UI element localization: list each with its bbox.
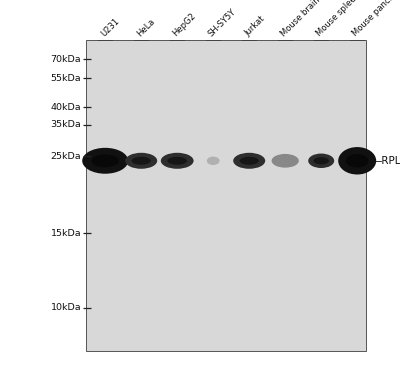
- Text: 35kDa: 35kDa: [50, 120, 81, 130]
- Text: HepG2: HepG2: [171, 11, 198, 38]
- Ellipse shape: [240, 157, 259, 165]
- Text: HeLa: HeLa: [135, 17, 156, 38]
- Ellipse shape: [272, 154, 299, 168]
- Text: Mouse brain: Mouse brain: [279, 0, 322, 38]
- Text: 40kDa: 40kDa: [50, 103, 81, 112]
- Ellipse shape: [346, 154, 369, 168]
- Text: 70kDa: 70kDa: [50, 54, 81, 64]
- Text: Jurkat: Jurkat: [243, 14, 266, 38]
- Ellipse shape: [125, 153, 157, 169]
- Text: U231: U231: [99, 16, 121, 38]
- Ellipse shape: [308, 154, 334, 168]
- Text: 55kDa: 55kDa: [50, 74, 81, 83]
- Ellipse shape: [82, 148, 128, 174]
- Text: 25kDa: 25kDa: [50, 152, 81, 161]
- Ellipse shape: [132, 157, 151, 165]
- Ellipse shape: [91, 154, 119, 167]
- Text: 10kDa: 10kDa: [50, 303, 81, 312]
- Ellipse shape: [167, 157, 187, 165]
- Ellipse shape: [161, 153, 194, 169]
- Text: SH-SY5Y: SH-SY5Y: [207, 7, 238, 38]
- Ellipse shape: [338, 147, 376, 174]
- Text: Mouse spleen: Mouse spleen: [315, 0, 362, 38]
- Ellipse shape: [233, 153, 265, 169]
- FancyBboxPatch shape: [86, 40, 366, 351]
- Text: 15kDa: 15kDa: [50, 229, 81, 238]
- Text: Mouse pancreas: Mouse pancreas: [351, 0, 400, 38]
- Ellipse shape: [207, 157, 220, 165]
- Ellipse shape: [314, 157, 329, 165]
- Text: —RPL9: —RPL9: [372, 156, 400, 166]
